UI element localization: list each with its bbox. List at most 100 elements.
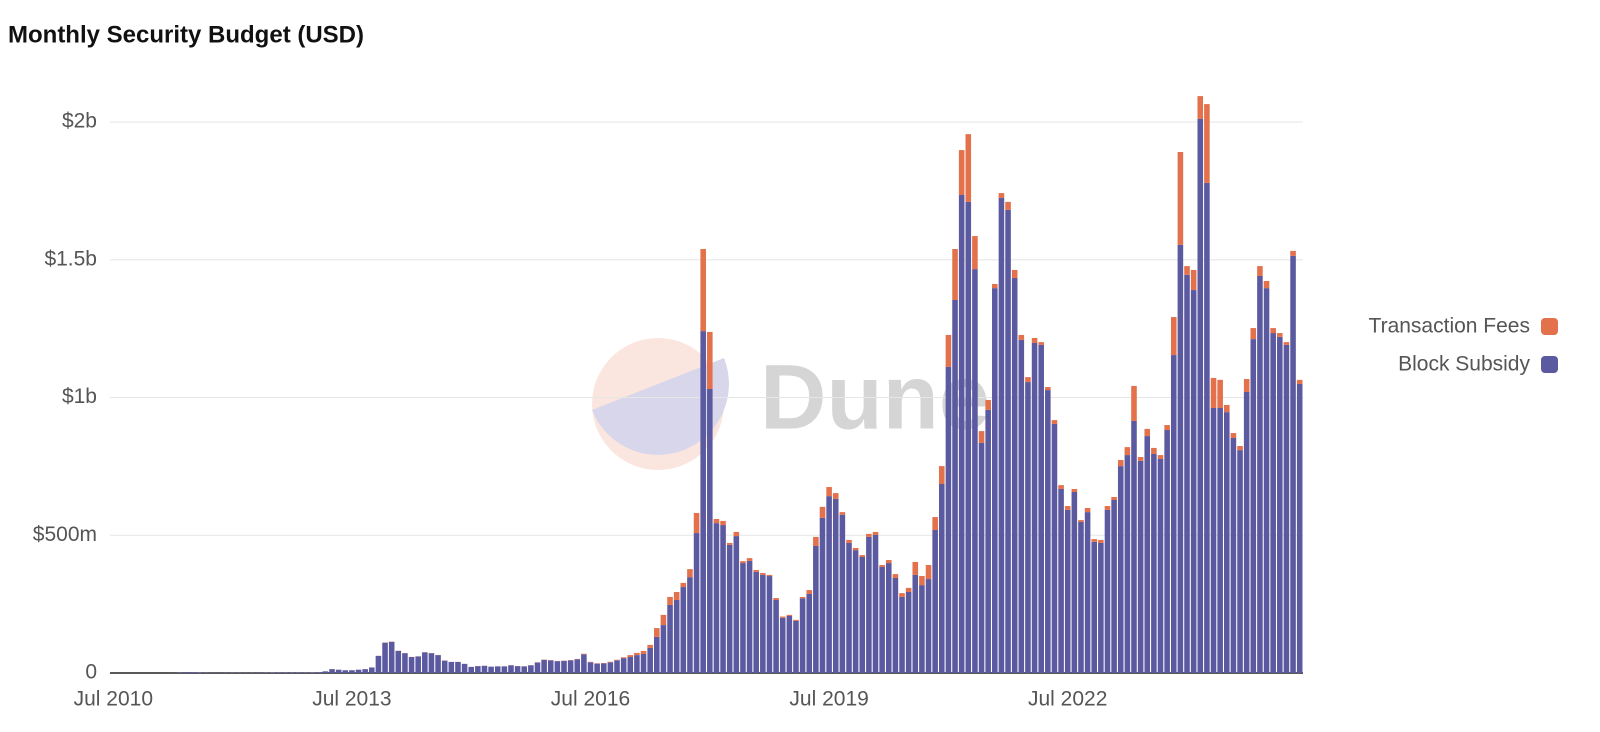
bar-segment (289, 672, 296, 673)
bar-segment (899, 593, 905, 597)
bar-segment (753, 569, 759, 572)
bar-segment (640, 653, 647, 673)
bar-segment (1164, 430, 1170, 673)
bar-segment (521, 666, 528, 673)
watermark-logo (592, 338, 729, 470)
bar-segment (1257, 276, 1263, 673)
bar-segment (335, 669, 342, 673)
bar-segment (1210, 377, 1217, 408)
y-tick-label: $2b (62, 110, 97, 133)
bar-segment (760, 574, 766, 673)
bar-segment (1058, 485, 1064, 489)
bar-segment (1045, 390, 1051, 673)
bar-segment (998, 198, 1005, 673)
bar-segment (760, 572, 766, 575)
x-tick-label: Jul 2019 (789, 688, 868, 711)
bar-segment (958, 195, 965, 673)
bar-segment (740, 563, 746, 673)
bar-segment (746, 558, 753, 561)
bar-segment (673, 599, 680, 673)
x-tick-label: Jul 2022 (1028, 688, 1107, 711)
bar-segment (1098, 539, 1104, 543)
bar-segment (1111, 496, 1117, 500)
bar-segment (693, 533, 700, 673)
bar-segment (620, 658, 627, 673)
bar-segment (574, 659, 581, 673)
bar-segment (1084, 512, 1091, 673)
bar-segment (673, 592, 680, 600)
bar-segment (859, 557, 866, 673)
bar-segment (1131, 420, 1137, 673)
bar-segment (1270, 333, 1276, 673)
bar-segment (879, 566, 885, 673)
bar-segment (1277, 336, 1283, 673)
bar-segment (1144, 428, 1151, 437)
bar-segment (872, 531, 879, 535)
bar-segment (720, 525, 726, 673)
bar-segment (1117, 460, 1124, 467)
bar-segment (885, 560, 892, 564)
bar-segment (647, 647, 653, 673)
bar-segment (1210, 407, 1217, 673)
bar-segment (422, 652, 428, 673)
bar-segment (508, 665, 514, 673)
bar-segment (945, 334, 952, 367)
bar-segment (885, 563, 892, 673)
bar-segment (634, 655, 640, 673)
bar-segment (779, 617, 786, 673)
bar-segment (1263, 280, 1270, 289)
bar-segment (846, 542, 852, 673)
bar-segment (349, 670, 355, 673)
bar-segment (852, 547, 859, 551)
bar-segment (972, 236, 978, 270)
bar-segment (707, 331, 713, 389)
bar-segment (1151, 453, 1157, 673)
bar-segment (832, 498, 839, 673)
bar-segment (819, 506, 826, 518)
bar-segment (190, 672, 196, 673)
bar-segment (1025, 382, 1031, 673)
bar-segment (183, 672, 190, 673)
bar-segment (1197, 96, 1204, 119)
bar-segment (852, 550, 859, 673)
bar-segment (1124, 447, 1131, 456)
bar-segment (196, 672, 203, 673)
bar-segment (1025, 377, 1031, 383)
bar-segment (733, 536, 740, 673)
bar-segment (965, 134, 972, 202)
bar-segment (1078, 520, 1084, 523)
bar-segment (322, 671, 329, 673)
bar-segment (1250, 339, 1257, 673)
bar-segment (1058, 488, 1064, 673)
bar-segment (654, 628, 660, 637)
bar-segment (541, 659, 547, 673)
bar-segment (667, 596, 673, 605)
bar-segment (1290, 255, 1296, 673)
bar-segment (614, 659, 620, 661)
bar-segment (786, 614, 793, 616)
bar-segment (276, 672, 282, 673)
legend-swatch (1541, 356, 1558, 373)
bar-segment (1296, 384, 1303, 673)
bar-segment (766, 574, 773, 577)
bar-segment (395, 650, 402, 673)
bar-segment (786, 615, 793, 673)
bar-segment (998, 193, 1005, 199)
bar-segment (919, 576, 925, 586)
bar-segment (1005, 201, 1011, 210)
bar-segment (826, 487, 832, 497)
bar-segment (647, 644, 653, 648)
bar-segment (707, 388, 713, 673)
bar-segment (766, 576, 773, 673)
logo-circle (592, 338, 724, 470)
bar-segment (972, 269, 978, 673)
bar-segment (448, 661, 455, 673)
bar-segment (435, 655, 441, 673)
bar-segment (958, 150, 965, 196)
bar-segment (1005, 209, 1011, 673)
bar-segment (1290, 250, 1296, 256)
bar-segment (1204, 182, 1210, 673)
bar-segment (1190, 269, 1197, 291)
bar-segment (799, 596, 806, 599)
bar-segment (680, 582, 687, 588)
